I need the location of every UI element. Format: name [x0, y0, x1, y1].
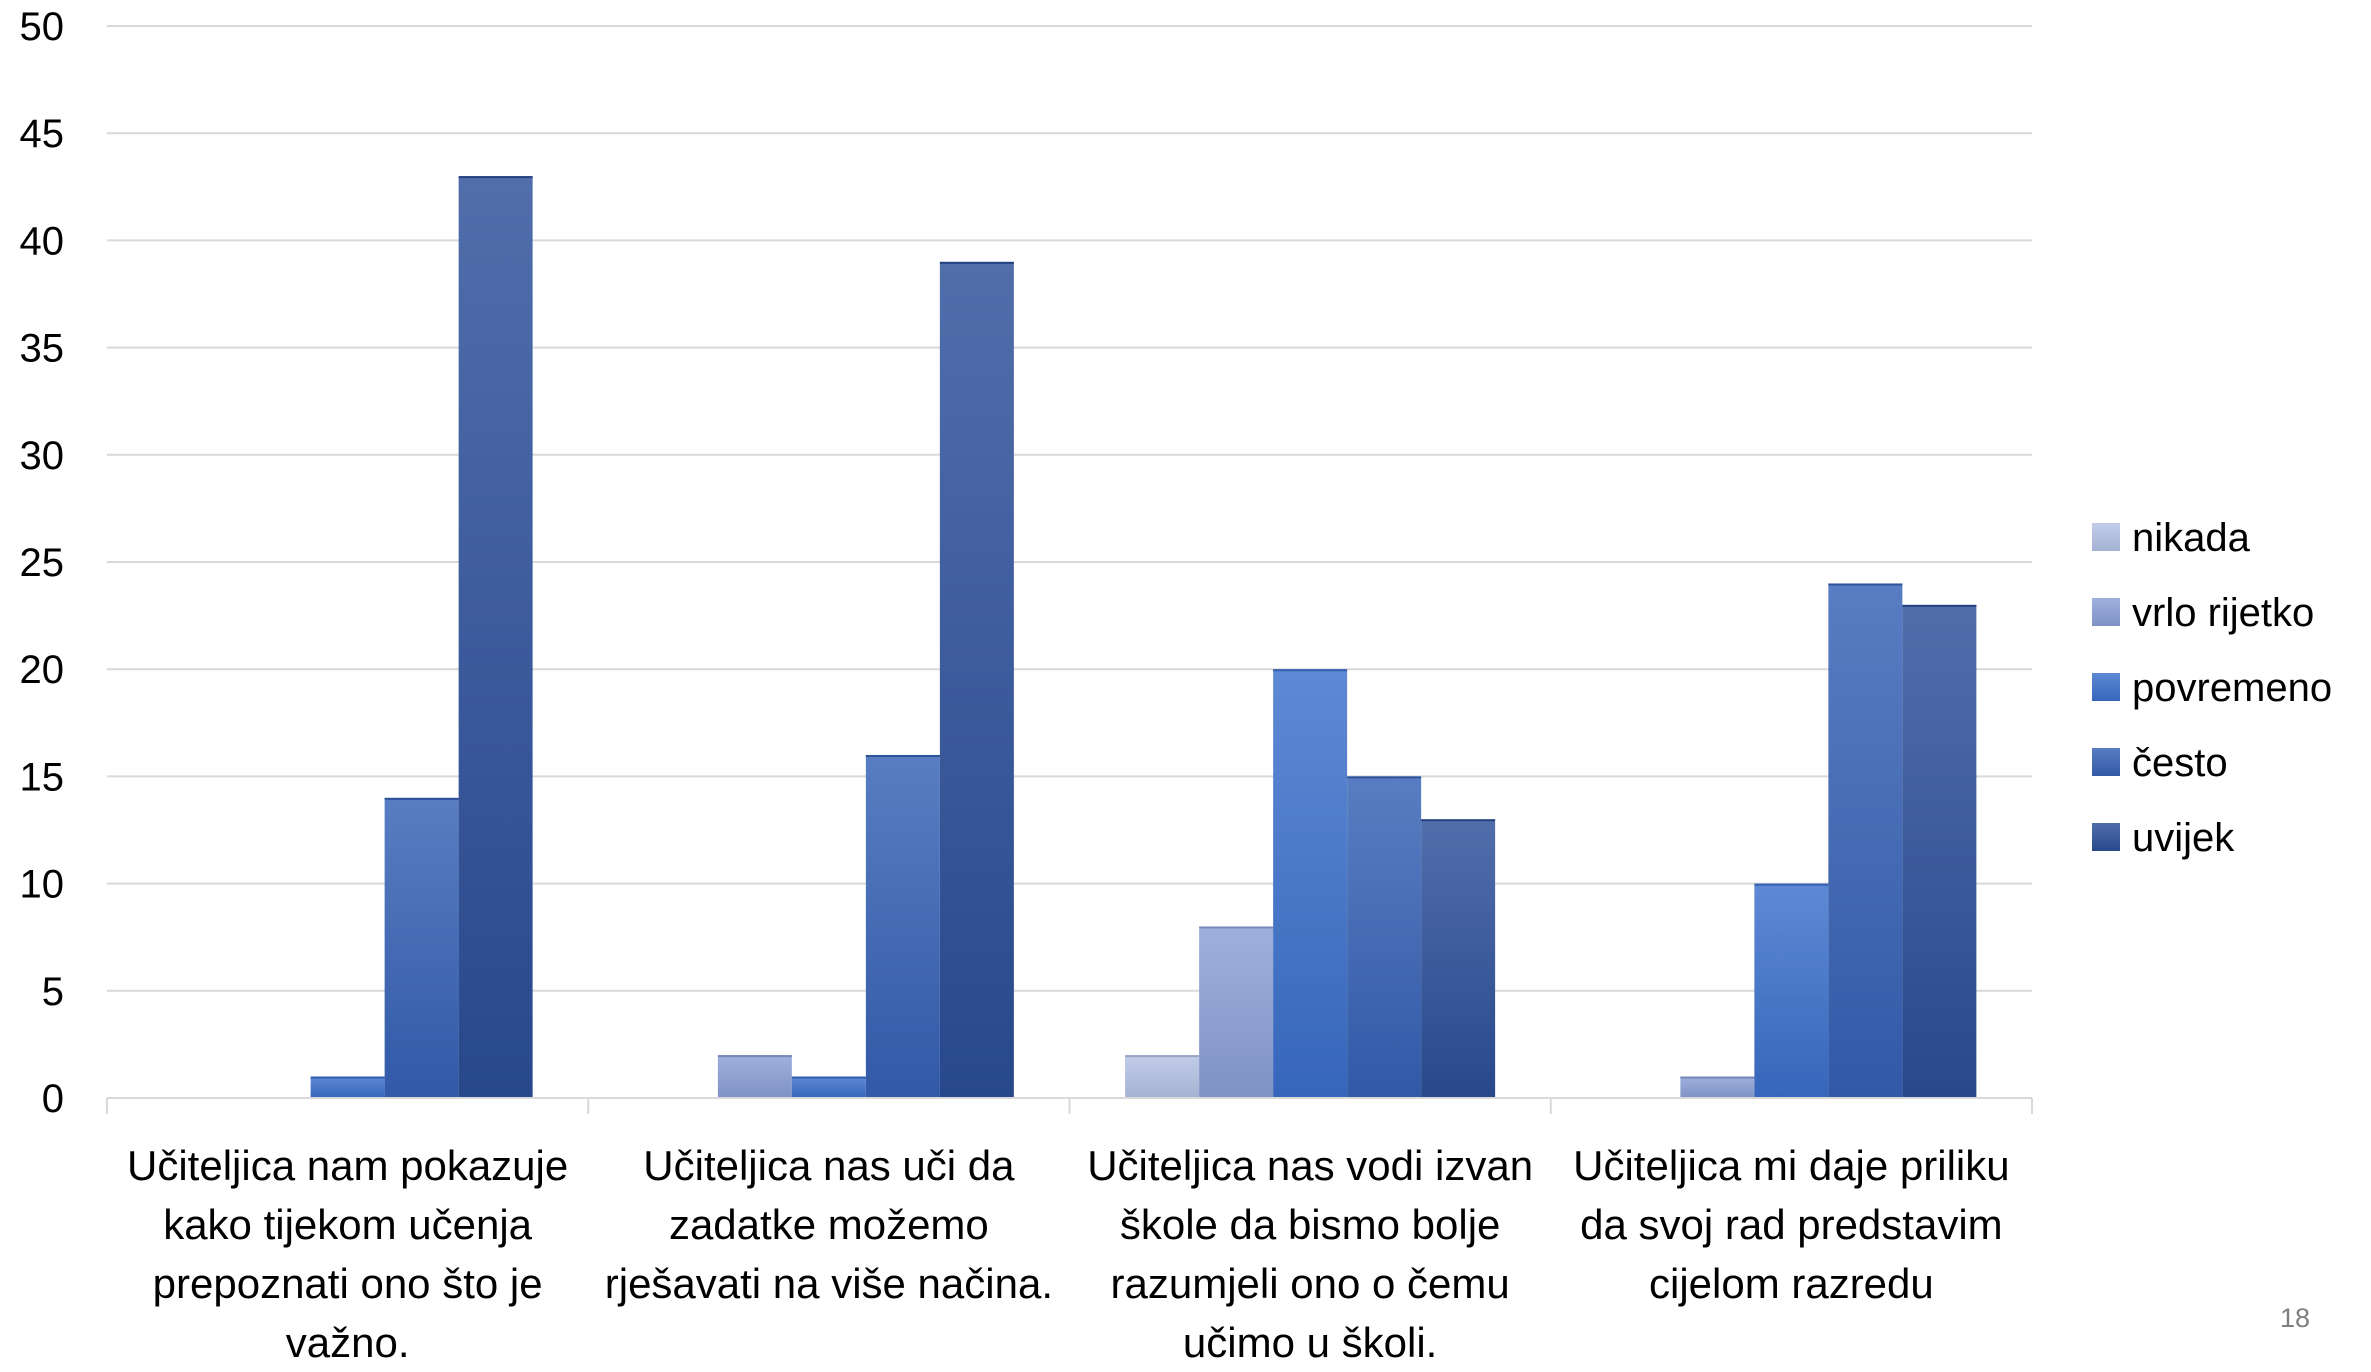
y-tick-label: 5 [42, 970, 64, 1014]
bar [1199, 926, 1274, 1098]
bar [1421, 819, 1496, 1098]
bar [717, 1055, 792, 1098]
bar [1125, 1055, 1200, 1098]
page-number: 18 [2280, 1303, 2311, 1333]
x-tick-label: Učiteljica mi daje priliku da svoj rad p… [1573, 1142, 2010, 1307]
bar [1680, 1076, 1755, 1098]
legend-label: uvijek [2132, 816, 2235, 860]
x-axis [106, 1097, 2033, 1114]
y-tick-label: 15 [20, 755, 65, 799]
legend-label: povremeno [2132, 666, 2332, 710]
y-tick-label: 35 [20, 327, 65, 371]
bar [458, 176, 533, 1098]
x-tick-label: Učiteljica nam pokazuje kako tijekom uče… [127, 1142, 569, 1366]
x-tick-label: Učiteljica nas uči da zadatke možemo rje… [604, 1142, 1053, 1307]
bar [865, 754, 940, 1098]
bar [1273, 669, 1348, 1098]
bar [939, 261, 1014, 1099]
y-tick-label: 40 [20, 219, 65, 263]
y-tick-label: 45 [20, 112, 65, 156]
bar [1828, 583, 1903, 1098]
legend: nikada vrlo rijetko povremeno često uvijek [2092, 516, 2332, 860]
legend-swatch [2092, 673, 2120, 701]
bar [1754, 883, 1829, 1098]
y-axis-ticks: 0 5 10 15 20 25 30 35 40 45 50 [20, 5, 65, 1121]
y-tick-label: 25 [20, 541, 65, 585]
legend-label: nikada [2132, 516, 2251, 560]
legend-swatch [2092, 523, 2120, 551]
y-tick-label: 30 [20, 434, 65, 478]
legend-swatch [2092, 598, 2120, 626]
bar [1347, 776, 1422, 1098]
x-tick-label: Učiteljica nas vodi izvan škole da bismo… [1087, 1142, 1534, 1366]
y-tick-label: 0 [42, 1077, 64, 1121]
y-tick-label: 10 [20, 863, 65, 907]
bar [1902, 604, 1977, 1098]
legend-label: često [2132, 741, 2228, 785]
bar [384, 797, 459, 1098]
y-tick-label: 20 [20, 648, 65, 692]
legend-label: vrlo rijetko [2132, 591, 2314, 635]
bar [310, 1076, 385, 1098]
bars [310, 176, 1977, 1099]
legend-swatch [2092, 823, 2120, 851]
y-tick-label: 50 [20, 5, 65, 49]
legend-swatch [2092, 748, 2120, 776]
bar [791, 1076, 866, 1098]
